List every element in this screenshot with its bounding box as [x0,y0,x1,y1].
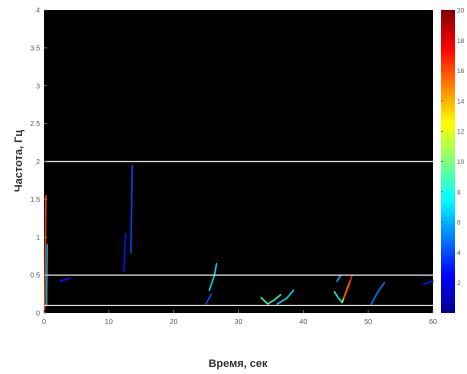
spectral-ridge [59,277,71,282]
colorbar-tick-label: 2 [457,280,461,287]
colorbar-tick-label: 12 [457,129,465,136]
y-tick-label: 2 [36,159,40,166]
colorbar-ticks: 2 4 6 8 10 12 14 16 18 20 [441,8,465,287]
x-tick-label: 10 [105,319,113,326]
spectral-ridge [333,291,343,304]
colorbar-tick-label: 14 [457,98,465,105]
y-tick-label: 2.5 [30,121,40,128]
x-tick-label: 60 [429,319,437,326]
y-tick-label: 1.5 [30,197,40,204]
y-tick-label: 4 [36,8,40,15]
y-axis-ticks: 0 0.5 1 1.5 2 2.5 3 3.5 4 [30,8,47,318]
spectral-ridge [336,274,342,282]
colorbar-tick-label: 10 [457,159,465,166]
spectral-ridge [422,280,434,285]
x-tick-label: 50 [364,319,372,326]
reference-lines [44,160,433,307]
colorbar-tick-label: 16 [457,68,465,75]
x-tick-label: 30 [235,319,243,326]
x-axis-ticks: 0 10 20 30 40 50 60 [42,310,437,326]
colorbar-tick-label: 4 [457,250,461,257]
colorbar-tick-label: 6 [457,220,461,227]
y-tick-label: 0.5 [30,273,40,280]
spectral-ridge [130,164,133,254]
y-tick-label: 0 [36,311,40,318]
colorbar-tick-label: 8 [457,189,461,196]
spectral-ridge [43,194,47,310]
spectral-ridge [276,289,295,305]
x-tick-label: 40 [299,319,307,326]
spectral-ridge [370,281,386,305]
x-tick-label: 20 [170,319,178,326]
spectral-ridge [122,232,127,273]
x-tick-label: 0 [42,319,46,326]
x-axis-label: Время, сек [208,358,268,370]
y-tick-label: 3.5 [30,45,40,52]
y-axis-label: Частота, Гц [13,130,25,193]
spectral-ridge [205,293,213,305]
y-tick-label: 1 [36,235,40,242]
spectral-ridge [343,274,353,299]
colorbar [441,10,455,313]
colorbar-tick-label: 20 [457,8,465,15]
y-tick-label: 3 [36,83,40,90]
colorbar-tick-label: 18 [457,38,465,45]
spectral-ridge [260,294,282,305]
